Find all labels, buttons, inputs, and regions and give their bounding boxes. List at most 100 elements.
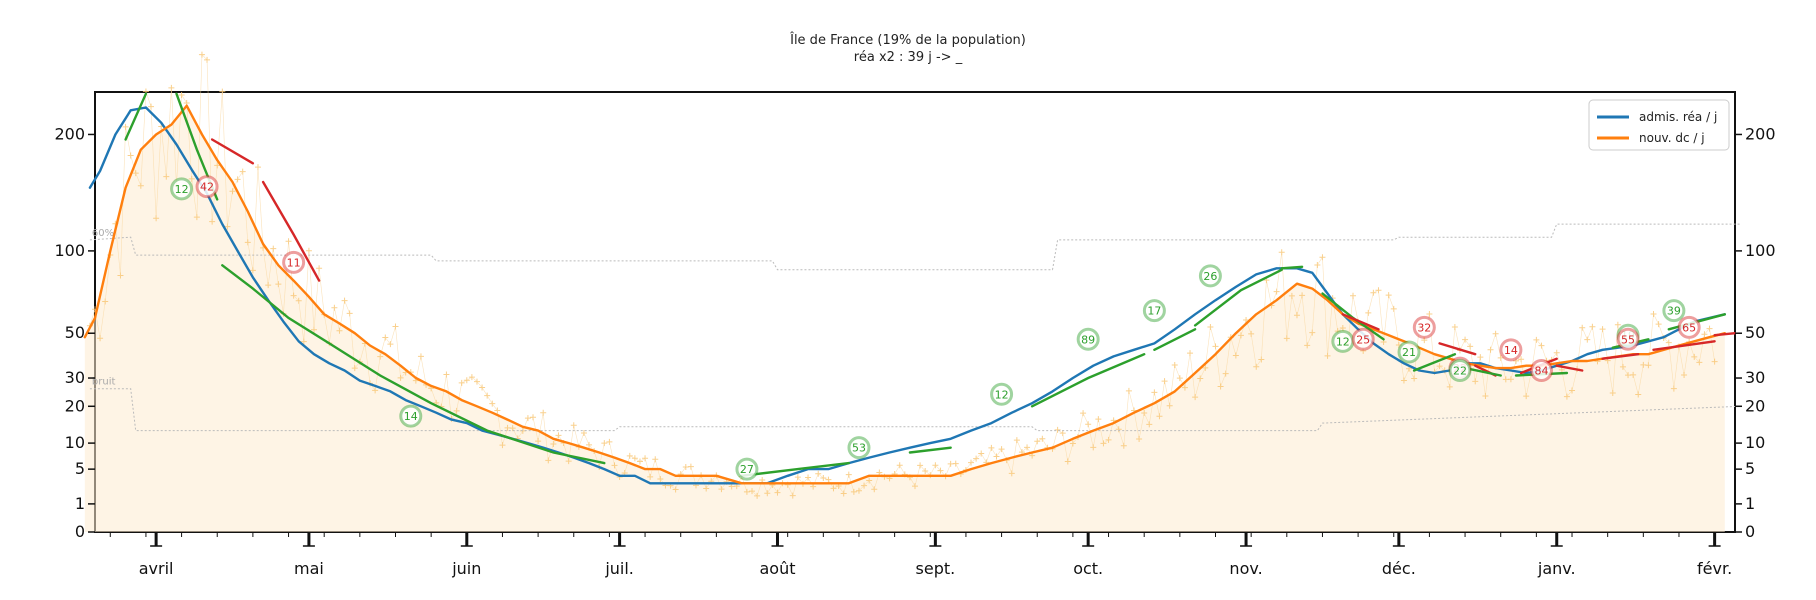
noise-link: [1286, 295, 1293, 339]
noise-marker: [647, 473, 654, 480]
badge-label: 65: [1682, 321, 1696, 334]
noise-link: [155, 126, 162, 219]
x-month-label: juin: [451, 559, 481, 578]
noise-link: [1250, 333, 1257, 367]
fit-segment: [1412, 353, 1457, 372]
noise-link: [456, 382, 463, 411]
badge-label: 11: [287, 256, 301, 269]
y-tick-label-right: 20: [1745, 396, 1765, 415]
noise-link: [975, 453, 982, 459]
y-tick-label-left: 5: [75, 459, 85, 478]
badge-circle: [195, 175, 219, 199]
noise-link: [772, 484, 778, 493]
noise-link: [537, 412, 544, 442]
noise-link: [1322, 257, 1328, 356]
badge-circle: [1529, 359, 1553, 383]
fit-segment: [1193, 268, 1283, 327]
noise-link: [257, 167, 264, 248]
noise-link: [176, 94, 182, 186]
badge-label: 42: [200, 181, 214, 194]
noise-link: [1454, 326, 1461, 351]
x-month-label: janv.: [1537, 559, 1576, 578]
noise-link: [970, 458, 977, 463]
deaths-area-fill: [84, 105, 1725, 532]
noise-link: [1388, 295, 1395, 309]
noise-marker: [499, 442, 506, 449]
y-tick-label-left: 0: [75, 522, 85, 541]
noise-link: [1052, 429, 1058, 449]
noise-link: [935, 465, 941, 471]
noise-link: [430, 388, 437, 404]
noise-link: [1632, 374, 1639, 395]
noise-marker: [830, 485, 837, 492]
noise-link: [1210, 326, 1216, 347]
noise-link: [919, 465, 926, 472]
noise-link: [930, 465, 936, 476]
y-tick-label-right: 30: [1745, 368, 1765, 387]
noise-link: [1006, 460, 1013, 474]
noise-link: [1082, 412, 1089, 425]
noise-marker: [535, 438, 542, 445]
noise-link: [1042, 438, 1048, 448]
noise-link: [639, 458, 646, 462]
noise-marker: [1507, 376, 1514, 383]
noise-link: [1551, 352, 1557, 361]
noise-link: [1138, 412, 1145, 440]
fit-segment: [124, 92, 148, 141]
noise-marker: [555, 432, 562, 439]
badge-circle: [1397, 340, 1421, 364]
noise-link: [945, 463, 951, 477]
noise-marker: [718, 486, 725, 493]
noise-marker: [1237, 332, 1244, 339]
fit-segment: [221, 264, 606, 465]
noise-marker: [1151, 389, 1158, 396]
noise-marker: [1248, 330, 1255, 337]
noise-marker: [468, 374, 475, 381]
x-month-label: déc.: [1382, 559, 1416, 578]
noise-link: [1291, 295, 1298, 316]
fit-segment: [1601, 353, 1640, 360]
y-tick-label-left: 200: [54, 124, 85, 143]
noise-link: [863, 480, 870, 486]
noise-link: [89, 309, 96, 326]
noise-link: [420, 356, 427, 385]
noise-marker: [764, 490, 771, 497]
noise-marker: [1080, 410, 1087, 417]
noise-marker: [845, 471, 852, 478]
noise-link: [1536, 339, 1542, 346]
noise-marker: [1253, 363, 1260, 370]
badge-label: 26: [1203, 270, 1217, 283]
noise-link: [1306, 332, 1313, 346]
doubling-badge: 12: [1331, 329, 1355, 353]
badge-circle: [399, 404, 423, 428]
noise-link: [1337, 327, 1343, 332]
noise-link: [359, 343, 366, 362]
noise-link: [339, 300, 345, 331]
noise-link: [1311, 264, 1318, 333]
doubling-badge: 25: [1351, 327, 1375, 351]
doubling-badge: 21: [1397, 340, 1421, 364]
noise-link: [1449, 326, 1456, 387]
noise-link: [986, 447, 992, 463]
noise-link: [1220, 373, 1226, 387]
x-major-tick: [775, 532, 779, 546]
noise-marker: [1523, 393, 1530, 400]
noise-link: [1067, 443, 1074, 462]
doubling-badge: 53: [847, 436, 871, 460]
noise-link: [1495, 333, 1502, 358]
y-tick-label-right: 1: [1745, 494, 1755, 513]
noise-link: [1368, 292, 1374, 313]
noise-link: [150, 106, 157, 219]
badge-circle: [170, 177, 194, 201]
y-tick-label-right: 200: [1745, 124, 1776, 143]
noise-marker: [1013, 437, 1020, 444]
noise-link: [318, 268, 325, 315]
noise-marker: [580, 429, 587, 436]
threshold-lines: 60% bruit: [89, 223, 1741, 432]
fit-segment: [1652, 340, 1716, 351]
noise-link: [334, 307, 340, 331]
y-tick-label-left: 50: [65, 323, 85, 342]
noise-link: [807, 477, 814, 487]
noise-link: [1403, 368, 1410, 381]
x-major-tick: [933, 532, 937, 546]
